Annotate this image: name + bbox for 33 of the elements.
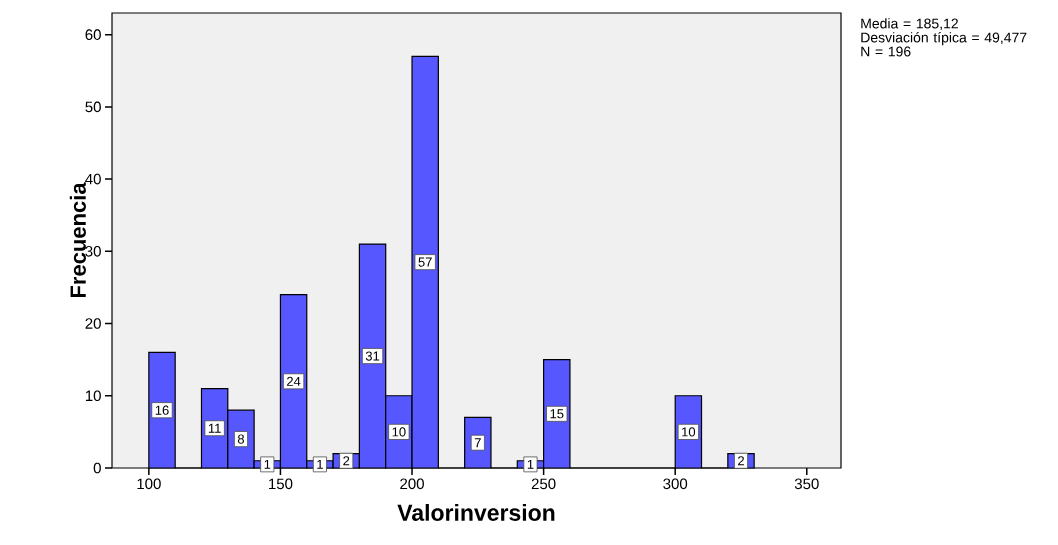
y-tick-label: 30 xyxy=(85,246,101,257)
data-label: 10 xyxy=(682,427,696,437)
data-label: 10 xyxy=(392,427,406,437)
y-tick-label: 40 xyxy=(85,173,101,185)
data-label: 57 xyxy=(418,257,432,267)
data-label: 1 xyxy=(527,459,534,469)
data-label: 2 xyxy=(738,456,744,466)
x-tick-label: 150 xyxy=(269,478,293,490)
x-tick-label: 350 xyxy=(794,478,819,490)
data-label: 31 xyxy=(365,351,380,361)
x-tick-label: 100 xyxy=(137,478,161,490)
x-tick-label: 200 xyxy=(400,478,424,490)
y-tick-label: 20 xyxy=(85,318,101,329)
y-axis-title: Frecuencia xyxy=(69,182,86,298)
data-label: 11 xyxy=(208,423,221,433)
data-label: 8 xyxy=(237,434,245,444)
data-label: 1 xyxy=(317,459,323,469)
data-label: 16 xyxy=(155,405,169,415)
y-tick-label: 0 xyxy=(93,462,101,474)
data-label: 1 xyxy=(264,459,271,469)
data-label: 7 xyxy=(474,438,481,448)
y-tick-label: 50 xyxy=(85,101,101,113)
data-label: 2 xyxy=(343,456,350,466)
y-tick-label: 10 xyxy=(85,390,101,402)
data-label: 24 xyxy=(287,376,301,386)
x-tick-label: 300 xyxy=(663,478,688,490)
text: Desviación típica = 49,477 xyxy=(861,32,1027,46)
y-tick-label: 60 xyxy=(85,29,101,40)
text: Media = 185,12 xyxy=(861,18,958,31)
text: N = 196 xyxy=(861,46,911,57)
data-label: 15 xyxy=(550,409,564,419)
x-tick-label: 250 xyxy=(531,478,556,490)
x-axis-title: Valorinversion xyxy=(397,504,555,521)
